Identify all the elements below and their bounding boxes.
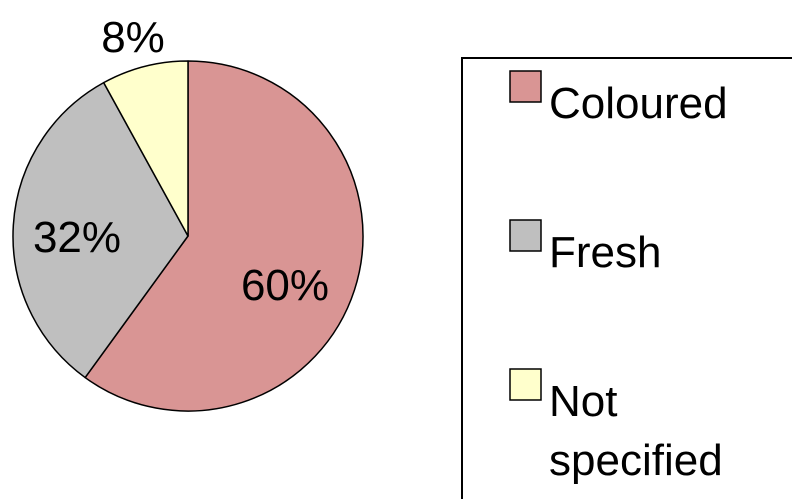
legend-items: Coloured Fresh Not specified: [509, 70, 728, 485]
legend-item-fresh: Fresh: [509, 219, 661, 277]
legend-label: Coloured: [549, 79, 728, 128]
legend: Coloured Fresh Not specified: [461, 57, 792, 499]
legend-swatch: [509, 219, 542, 252]
pie-slice-not-specified: [102, 60, 189, 237]
slice-value-label: 8%: [101, 13, 165, 62]
legend-frame: [461, 57, 792, 499]
legend-label: Not: [549, 377, 617, 426]
pie-slice-labels: 60% 32% 8%: [33, 13, 329, 310]
pie-slice-fresh: [12, 81, 189, 379]
pie-slices: [12, 60, 364, 412]
slice-value-label: 60%: [241, 261, 329, 310]
legend-item-not-specified: Not specified: [509, 368, 723, 485]
legend-item-coloured: Coloured: [509, 70, 728, 128]
legend-label: Fresh: [549, 228, 661, 277]
legend-swatch: [509, 368, 542, 401]
pie-slice-coloured: [84, 60, 364, 412]
legend-label: specified: [549, 436, 723, 485]
legend-swatch: [509, 70, 542, 103]
slice-value-label: 32%: [33, 213, 121, 262]
